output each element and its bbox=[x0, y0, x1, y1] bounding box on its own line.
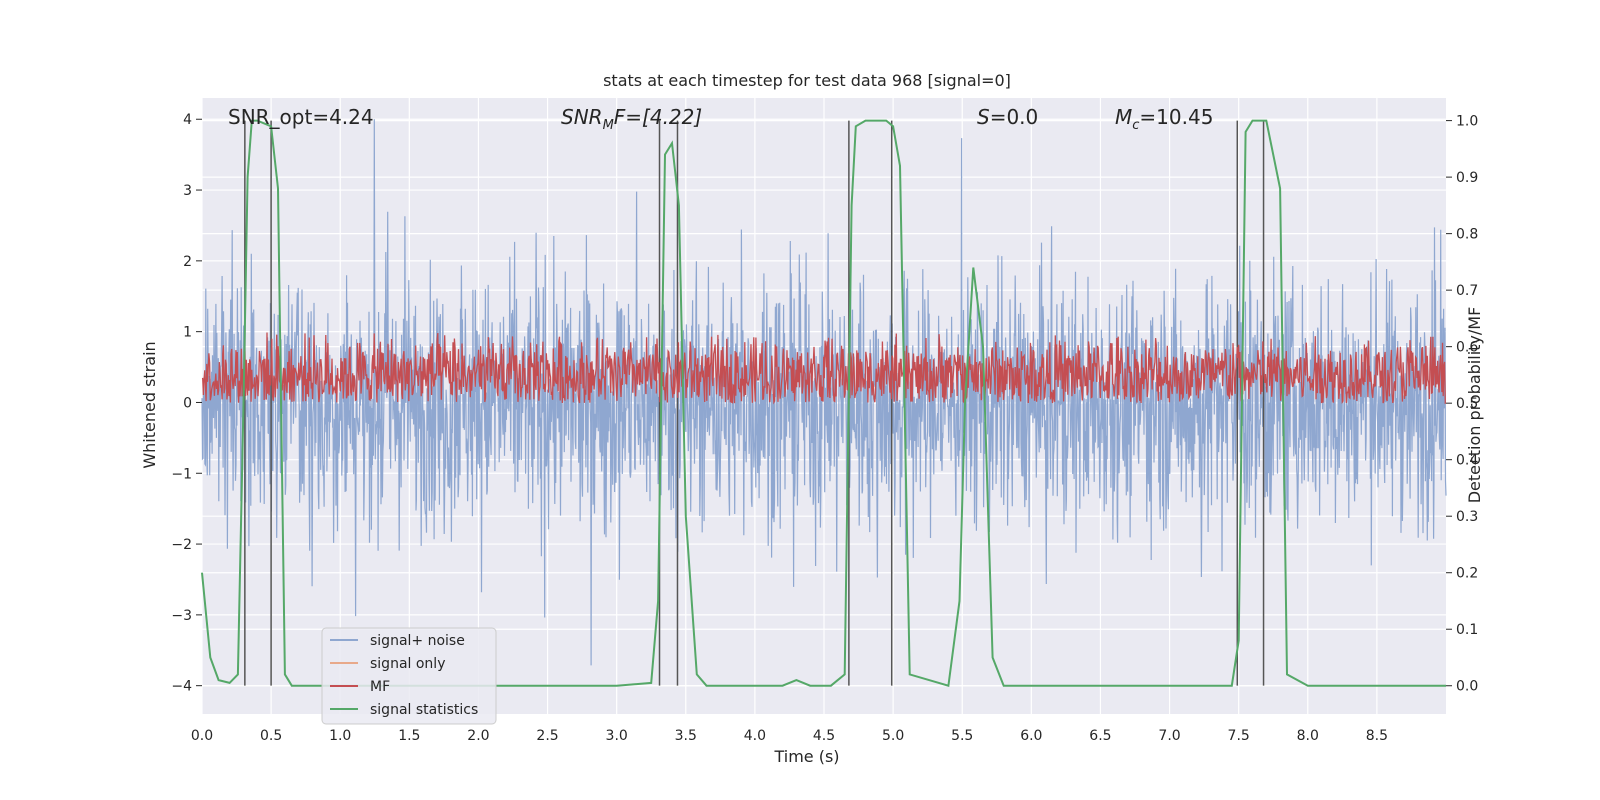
y-tick-label-left: −3 bbox=[171, 608, 192, 624]
axis-ticks: 0.0 0.5 1.0 1.5 2.0 2.5 3.0 3.5 4.0 4.5 5.0 5.5 6.0 6… bbox=[171, 112, 1478, 744]
x-tick-label: 5.0 bbox=[882, 728, 904, 744]
y-tick-label-right: 1.0 bbox=[1456, 114, 1478, 130]
x-tick-label: 0.0 bbox=[191, 728, 213, 744]
x-tick-label: 1.5 bbox=[398, 728, 420, 744]
x-tick-label: 7.0 bbox=[1158, 728, 1180, 744]
y-tick-label-right: 0.1 bbox=[1456, 622, 1478, 638]
annotation-snr-mf-symbol: SNR bbox=[561, 105, 603, 129]
annotation-snr-opt: SNR_opt=4.24 bbox=[228, 105, 374, 129]
y-tick-label-right: 0.4 bbox=[1456, 453, 1478, 469]
y-tick-label-right: 0.9 bbox=[1456, 170, 1478, 186]
legend-label-signal-statistics: signal statistics bbox=[370, 702, 478, 718]
x-tick-label: 6.5 bbox=[1089, 728, 1111, 744]
series-signal-statistics bbox=[201, 119, 1446, 687]
y-tick-label-right: 0.6 bbox=[1456, 340, 1478, 356]
y-tick-label-right: 0.8 bbox=[1456, 227, 1478, 243]
annotation-snr-mf-value: F=[4.22] bbox=[614, 105, 702, 129]
signal-statistics-line bbox=[201, 119, 1446, 687]
x-tick-label: 3.5 bbox=[675, 728, 697, 744]
y-tick-label-left: 4 bbox=[183, 112, 192, 128]
x-tick-label: 8.5 bbox=[1366, 728, 1388, 744]
y-tick-label-right: 0.3 bbox=[1456, 509, 1478, 525]
y-tick-label-right: 0.5 bbox=[1456, 396, 1478, 412]
x-tick-label: 6.0 bbox=[1020, 728, 1042, 744]
legend: signal+ noise signal only MF signal stat… bbox=[321, 627, 497, 725]
x-tick-label: 5.5 bbox=[951, 728, 973, 744]
y-tick-label-left: 2 bbox=[183, 254, 192, 270]
y-tick-label-right: 0.7 bbox=[1456, 283, 1478, 299]
chart-title: stats at each timestep for test data 968… bbox=[603, 71, 1011, 90]
y-tick-label-left: −4 bbox=[171, 679, 192, 695]
annotation-mc: Mc=10.45 bbox=[1115, 105, 1213, 133]
annotation-mc-value: =10.45 bbox=[1139, 105, 1213, 129]
annotation-snr-mf: SNRMF=[4.22] bbox=[561, 105, 702, 133]
legend-label-signal-only: signal only bbox=[370, 656, 445, 672]
annotation-snr-mf-subscript: M bbox=[603, 118, 614, 133]
annotation-mc-subscript: c bbox=[1132, 118, 1139, 133]
x-tick-label: 7.5 bbox=[1228, 728, 1250, 744]
legend-label-signal-noise: signal+ noise bbox=[370, 633, 465, 649]
x-tick-label: 4.0 bbox=[744, 728, 766, 744]
legend-box bbox=[321, 627, 497, 725]
x-tick-label: 8.0 bbox=[1297, 728, 1319, 744]
annotation-s: S=0.0 bbox=[977, 105, 1038, 129]
legend-label-mf: MF bbox=[370, 679, 390, 695]
y-tick-label-left: 3 bbox=[183, 183, 192, 199]
x-tick-label: 4.5 bbox=[813, 728, 835, 744]
x-tick-label: 2.5 bbox=[536, 728, 558, 744]
x-tick-label: 0.5 bbox=[260, 728, 282, 744]
y-tick-label-right: 0.2 bbox=[1456, 566, 1478, 582]
annotation-s-symbol: S bbox=[977, 105, 990, 129]
series-mf bbox=[201, 332, 1447, 405]
y-tick-label-left: 0 bbox=[183, 395, 192, 411]
y-tick-label-left: 1 bbox=[183, 325, 192, 341]
x-tick-label: 1.0 bbox=[329, 728, 351, 744]
annotation-mc-symbol: M bbox=[1115, 105, 1132, 129]
x-tick-label: 2.0 bbox=[467, 728, 489, 744]
y-axis-label-left: Whitened strain bbox=[140, 341, 159, 468]
x-axis-label: Time (s) bbox=[773, 747, 839, 766]
x-tick-label: 3.0 bbox=[606, 728, 628, 744]
y-tick-label-left: −2 bbox=[171, 537, 192, 553]
annotation-s-value: =0.0 bbox=[990, 105, 1039, 129]
y-tick-label-left: −1 bbox=[171, 466, 192, 482]
y-axis-label-right: Detection probability/MF bbox=[1465, 307, 1484, 504]
mf-line bbox=[201, 332, 1447, 405]
y-tick-label-right: 0.0 bbox=[1456, 679, 1478, 695]
